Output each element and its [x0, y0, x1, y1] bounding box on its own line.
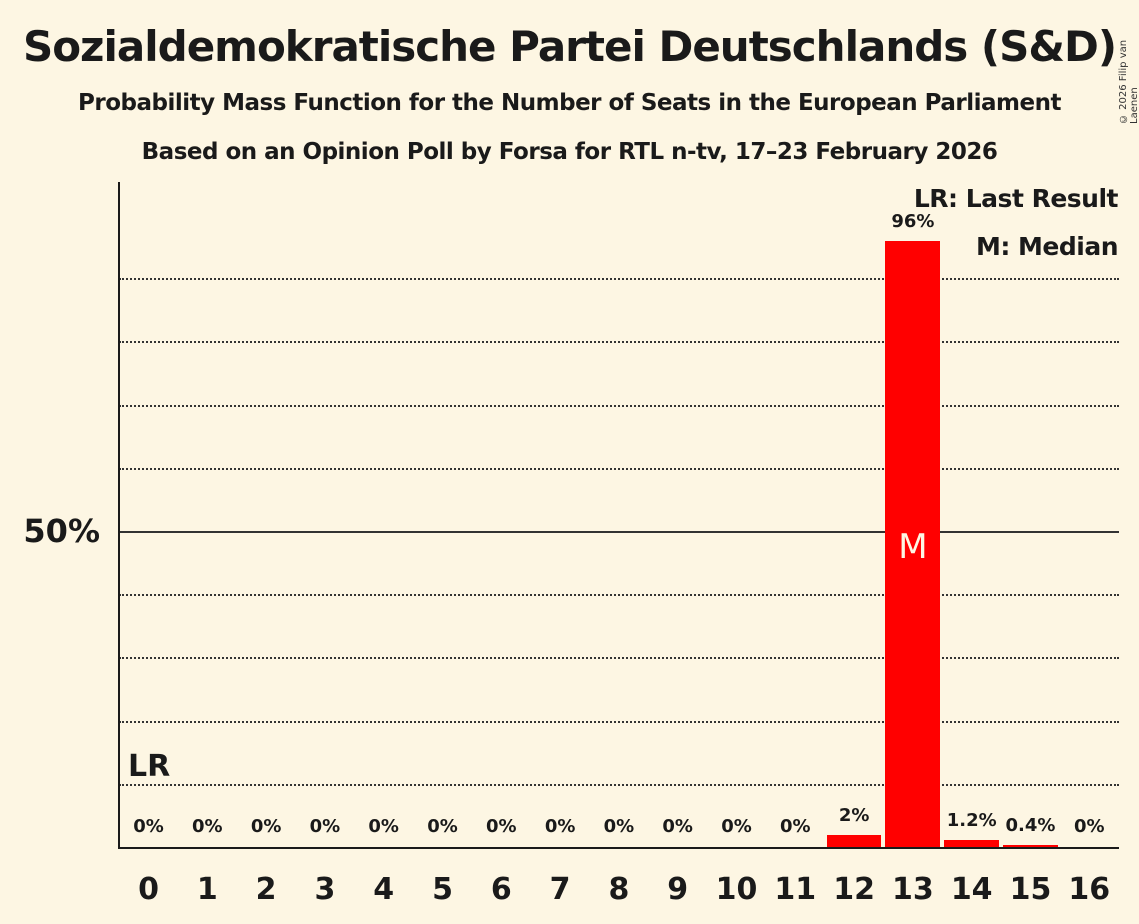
bar-seats-12	[826, 835, 882, 848]
chart-title: Sozialdemokratische Partei Deutschlands …	[22, 22, 1117, 71]
y-tick-label-50: 50%	[23, 512, 100, 550]
bar-value-label-6: 0%	[486, 816, 517, 837]
x-tick-label-16: 16	[1068, 872, 1111, 907]
x-tick-label-12: 12	[833, 872, 875, 907]
last-result-marker: LR	[128, 749, 171, 784]
bar-value-label-4: 0%	[368, 816, 399, 837]
gridline-70	[119, 404, 1119, 407]
bar-seats-14	[944, 840, 999, 848]
bar-value-label-1: 0%	[192, 816, 223, 837]
bar-value-label-5: 0%	[427, 816, 458, 837]
bar-value-label-7: 0%	[544, 816, 576, 837]
x-tick-label-5: 5	[432, 872, 453, 907]
bar-value-label-2: 0%	[250, 816, 282, 837]
bar-value-label-9: 0%	[662, 816, 693, 837]
bar-value-label-15: 0.4%	[1005, 815, 1056, 837]
bar-value-label-14: 1.2%	[946, 810, 997, 832]
x-tick-label-8: 8	[608, 872, 630, 907]
x-tick-label-9: 9	[667, 872, 689, 907]
bar-value-label-11: 0%	[780, 816, 811, 837]
bar-value-label-13: 96%	[891, 211, 935, 233]
bar-value-label-0: 0%	[133, 816, 164, 837]
x-tick-label-6: 6	[490, 872, 512, 907]
copyright-notice: © 2026 Filip van Laenen	[1118, 39, 1139, 124]
x-tick-label-11: 11	[774, 872, 817, 907]
x-tick-label-4: 4	[373, 872, 395, 907]
gridline-90	[119, 278, 1119, 281]
x-tick-label-3: 3	[314, 872, 336, 907]
legend-median: M: Median	[975, 232, 1119, 261]
gridline-20	[119, 720, 1119, 723]
gridline-major-50	[119, 531, 1119, 533]
x-tick-label-1: 1	[196, 872, 218, 907]
bar-value-label-8: 0%	[603, 816, 635, 837]
bar-value-label-16: 0%	[1074, 816, 1105, 837]
x-tick-label-0: 0	[138, 872, 159, 907]
y-axis	[118, 182, 120, 849]
chart-subtitle: Probability Mass Function for the Number…	[78, 90, 1061, 116]
gridline-40	[119, 594, 1119, 597]
x-tick-label-2: 2	[255, 872, 277, 907]
gridline-80	[119, 341, 1119, 344]
legend-last-result: LR: Last Result	[913, 184, 1119, 213]
bar-seats-13	[885, 241, 941, 848]
x-tick-label-14: 14	[950, 872, 993, 907]
bar-seats-15	[1003, 845, 1058, 848]
gridline-10	[119, 783, 1119, 786]
x-tick-label-15: 15	[1009, 872, 1052, 907]
gridline-30	[119, 657, 1119, 660]
median-marker: M	[898, 527, 928, 567]
bar-value-label-10: 0%	[721, 816, 752, 837]
x-tick-label-13: 13	[892, 872, 934, 907]
x-tick-label-10: 10	[715, 872, 758, 907]
chart-source-note: Based on an Opinion Poll by Forsa for RT…	[141, 139, 998, 165]
x-axis	[118, 847, 1119, 849]
bar-value-label-3: 0%	[309, 816, 341, 837]
bar-value-label-12: 2%	[838, 805, 870, 827]
x-tick-label-7: 7	[549, 872, 571, 907]
gridline-60	[119, 467, 1119, 470]
